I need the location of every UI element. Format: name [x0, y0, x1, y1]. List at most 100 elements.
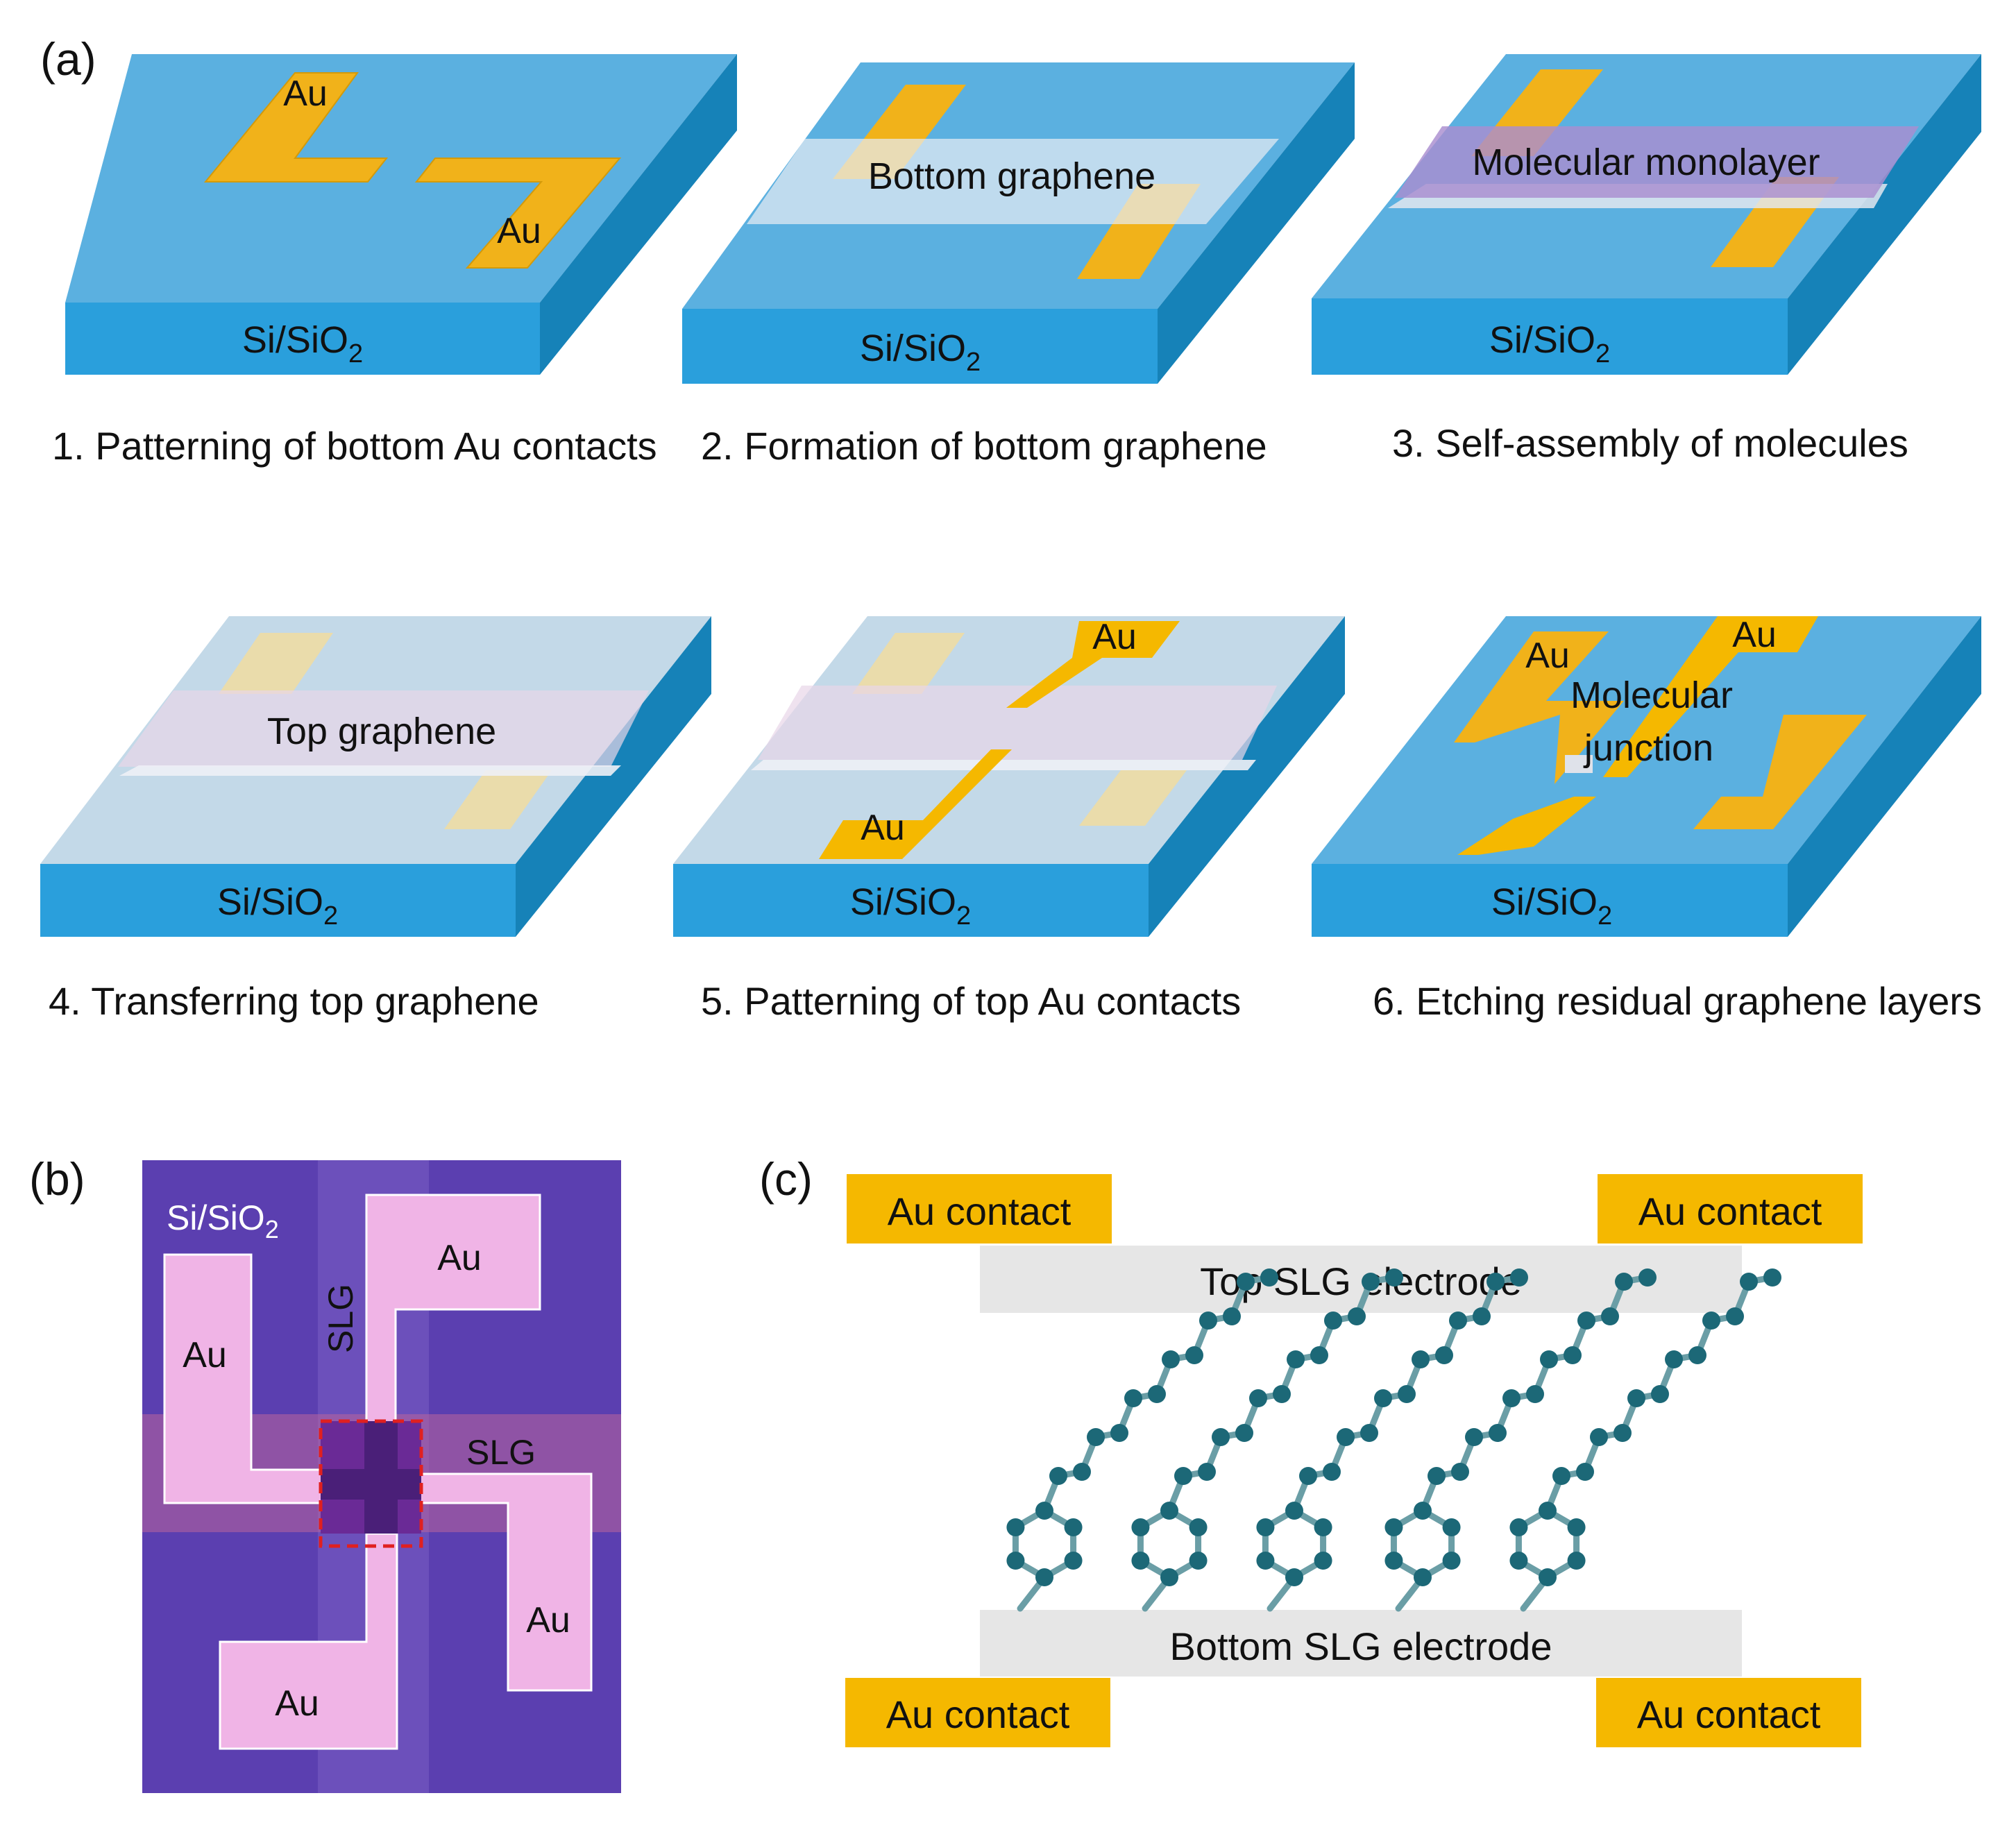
step-4: Top graphene Si/SiO2 4. Transferring top…: [40, 616, 711, 1023]
step-6: Au Au Molecular junction Si/SiO2 6. Etch…: [1312, 615, 1982, 1023]
step-3: Molecular monolayer Si/SiO2 3. Self-asse…: [1312, 54, 1981, 465]
molecule-atom: [1174, 1467, 1192, 1485]
molecule-atom: [1260, 1268, 1278, 1287]
molecule-atom: [1256, 1518, 1275, 1536]
molecule-atom: [1412, 1350, 1430, 1368]
au-contact-upper-left: [1454, 631, 1624, 784]
molecule-atom: [1237, 1273, 1255, 1291]
step-caption: 4. Transferring top graphene: [49, 979, 539, 1023]
molecule-atom: [1442, 1552, 1461, 1570]
molecule-atom: [1473, 1307, 1491, 1325]
molecule-atom: [1428, 1467, 1446, 1485]
molecular-junction: [1565, 755, 1593, 773]
au-contact-top-left: [847, 1174, 1112, 1243]
molecule-atom: [1249, 1389, 1267, 1407]
substrate-label: Si/SiO2: [850, 881, 971, 931]
molecule-atom: [1110, 1424, 1128, 1442]
au-contact-label: Au contact: [888, 1189, 1071, 1233]
molecule-atom: [1006, 1552, 1025, 1570]
molecule-atom: [1726, 1307, 1744, 1325]
molecule-atom: [1131, 1552, 1150, 1570]
molecule-atom: [1651, 1385, 1669, 1403]
molecule-atom: [1035, 1568, 1053, 1586]
molecule-atom: [1256, 1552, 1275, 1570]
step-2: Bottom graphene Si/SiO2 2. Formation of …: [682, 62, 1355, 468]
au-label: Au: [1092, 617, 1137, 657]
molecule-atom: [1360, 1424, 1378, 1442]
substrate-side: [516, 616, 711, 937]
molecule-atom: [1299, 1467, 1317, 1485]
molecule-atom: [1384, 1518, 1403, 1536]
molecule-atom: [1601, 1307, 1619, 1325]
faded-au-contact: [852, 633, 965, 694]
bottom-au-contact-left: [203, 72, 389, 182]
molecule-atom: [1323, 1463, 1341, 1481]
junction-label: Molecular: [1570, 674, 1733, 716]
junction-label: junction: [1583, 727, 1713, 769]
molecule-atom: [1124, 1389, 1142, 1407]
substrate-front: [673, 864, 1149, 937]
molecule-atom: [1510, 1268, 1528, 1287]
step-1: Au Au Si/SiO2 1. Patterning of bottom Au…: [52, 54, 737, 468]
au-label: Au: [183, 1335, 227, 1375]
faded-au-contact: [219, 633, 333, 694]
molecule-atom: [1567, 1552, 1586, 1570]
molecule-atom: [1540, 1350, 1558, 1368]
molecule-atom: [1435, 1346, 1453, 1364]
molecule-atom: [1576, 1463, 1594, 1481]
top-graphene-layer: [758, 686, 1277, 760]
slg-label-horizontal: SLG: [466, 1433, 536, 1472]
molecule-atom: [1552, 1467, 1570, 1485]
top-graphene-layer: [118, 690, 649, 767]
molecule-atom: [1189, 1518, 1208, 1536]
molecule-atom: [1198, 1463, 1216, 1481]
au-contact-label: Au contact: [1637, 1692, 1821, 1736]
graphene-strip: [119, 765, 621, 776]
panel-label-a: (a): [40, 33, 96, 85]
au-label: Au: [526, 1600, 570, 1640]
molecule-atom: [1509, 1518, 1528, 1536]
au-label: Au: [1525, 636, 1570, 676]
molecule-atom: [1615, 1273, 1633, 1291]
molecule-atom: [1235, 1424, 1253, 1442]
molecule-atom: [1064, 1518, 1083, 1536]
bottom-au-contact-right: [414, 158, 622, 269]
faded-au-contact: [444, 770, 552, 829]
au-contact-bottom-right: [1596, 1678, 1861, 1747]
molecule-atom: [1627, 1389, 1645, 1407]
substrate-side: [1788, 616, 1981, 937]
substrate-front: [1312, 864, 1788, 937]
molecule-atom: [1374, 1389, 1392, 1407]
au-contact-top-right: [1598, 1174, 1863, 1243]
molecule-atom: [1006, 1518, 1025, 1536]
slg-label-vertical: SLG: [321, 1284, 360, 1353]
substrate-label: Si/SiO2: [242, 319, 363, 368]
molecule-atom: [1509, 1552, 1528, 1570]
molecule-atom: [1502, 1389, 1521, 1407]
molecule-atom: [1337, 1428, 1355, 1446]
graphene-strip: [751, 760, 1256, 770]
molecule-atom: [1465, 1428, 1483, 1446]
substrate-side: [1158, 62, 1355, 384]
step-caption: 6. Etching residual graphene layers: [1373, 979, 1982, 1023]
micrograph: Si/SiO2 Au Au Au Au SLG SLG: [142, 1160, 621, 1793]
molecule-atom: [1189, 1552, 1208, 1570]
au-label: Au: [497, 211, 541, 251]
au-label: Au: [1732, 615, 1777, 655]
molecule-atom: [1212, 1428, 1230, 1446]
molecule-atom: [1273, 1385, 1291, 1403]
molecule-layer: [1006, 1268, 1781, 1612]
electrode-label: Bottom SLG electrode: [1170, 1624, 1552, 1668]
molecule-atom: [1451, 1463, 1469, 1481]
molecule-atom: [1414, 1568, 1432, 1586]
molecule-atom: [1489, 1424, 1507, 1442]
molecule-atom: [1160, 1502, 1178, 1520]
substrate-label: Si/SiO2: [1491, 881, 1612, 931]
step-5: Au Au Si/SiO2 5. Patterning of top Au co…: [673, 616, 1345, 1023]
molecule-atom: [1526, 1385, 1544, 1403]
molecule-atom: [1613, 1424, 1632, 1442]
top-au-contact-lower: [819, 749, 1012, 859]
molecule-atom: [1740, 1273, 1758, 1291]
substrate-front: [40, 864, 516, 937]
